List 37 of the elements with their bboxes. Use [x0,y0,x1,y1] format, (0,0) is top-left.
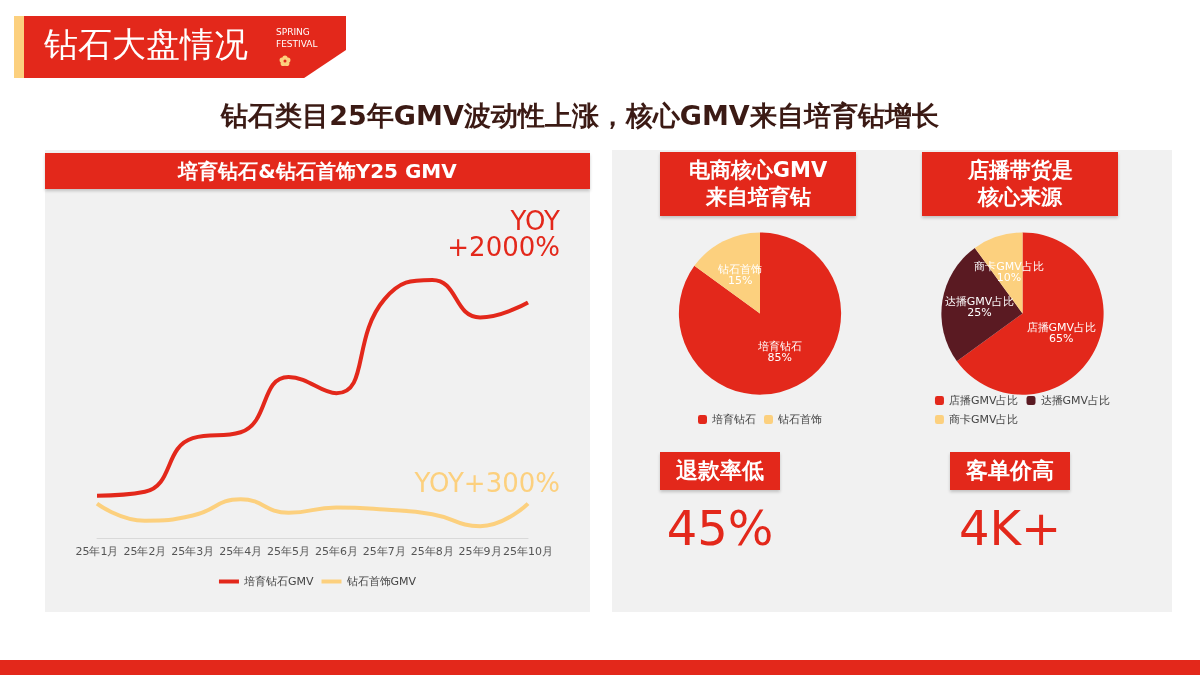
data-label: 15% [728,273,753,287]
text: 4K+ [957,500,1063,556]
x-tick-label: 25年3月 [171,545,215,558]
data-label: 10% [996,271,1022,285]
chart-title: 电商核心GMV来自培育钻 [688,156,828,211]
text: 钻石类目25年GMV波动性上涨，核心GMV来自培育钻增长 [219,99,940,133]
text: YOY +2000% [447,206,561,262]
legend-label: 培育钻石 [711,413,756,426]
slice-label: 店播GMV占比 [1026,321,1097,335]
data-label: 85% [767,351,792,365]
text: SPRING FESTIVAL [276,26,318,50]
x-tick-label: 25年5月 [267,545,311,558]
text: 客单价高 [966,456,1054,485]
text: 钻石大盘情况 [44,23,248,66]
text: 退款率低 [676,456,764,485]
legend-label: 钻石首饰GMV [345,575,417,588]
slice-label: 培育钻石 [756,340,802,354]
x-tick-label: 25年9月 [458,545,502,558]
legend-label: 商卡GMV占比 [948,413,1019,426]
data-label: 65% [1049,332,1074,346]
chart-title: 培育钻石&钻石首饰Y25 GMV [178,158,457,184]
legend-label: 店播GMV占比 [948,394,1019,407]
x-tick-label: 25年2月 [123,545,167,558]
x-tick-label: 25年7月 [362,545,406,558]
x-tick-label: 25年10月 [503,545,553,558]
legend-label: 培育钻石GMV [242,575,314,588]
x-tick-label: 25年8月 [410,545,454,558]
legend-label: 钻石首饰 [777,413,822,426]
x-tick-label: 25年6月 [314,545,358,558]
text: 45% [665,500,775,556]
data-label: 25% [967,305,992,319]
slice-label: 达播GMV占比 [944,294,1015,308]
x-tick-label: 25年1月 [75,545,119,558]
x-tick-label: 25年4月 [219,545,263,558]
legend-label: 达播GMV占比 [1040,394,1111,407]
chart-title: 店播带货是核心来源 [966,156,1074,211]
annotation: YOY+300% [413,468,560,498]
